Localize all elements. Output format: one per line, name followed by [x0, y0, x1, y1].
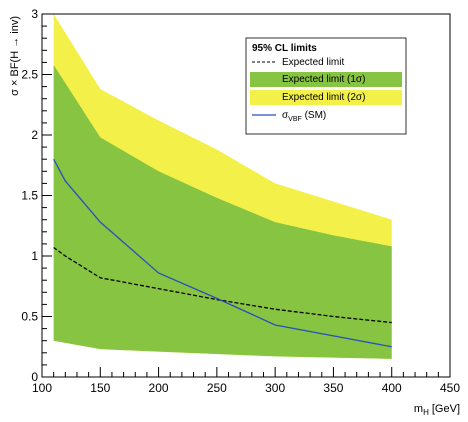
legend-title: 95% CL limits [252, 43, 317, 54]
legend-label: Expected limit [282, 57, 344, 68]
legend-label: σVBF (SM) [282, 110, 326, 123]
uncertainty-bands [53, 14, 392, 359]
y-tick-label: 1.5 [21, 189, 38, 203]
limit-lines [53, 158, 392, 348]
x-tick-label: 300 [265, 381, 285, 395]
legend-swatch-1sigma [250, 72, 402, 87]
y-tick-label: 3 [31, 7, 38, 21]
expected-limit-line [53, 247, 392, 324]
legend-label: Expected limit (2σ) [282, 92, 365, 103]
legend-items: Expected limit Expected limit (1σ) Expecte… [250, 57, 402, 123]
y-tick-label: 0.5 [21, 310, 38, 324]
x-axis-label: mH [GeV] [414, 403, 460, 417]
x-tick-label: 350 [323, 381, 343, 395]
x-tick-label: 250 [207, 381, 227, 395]
y-tick-label: 2.5 [21, 68, 38, 82]
y-tick-label: 1 [31, 249, 38, 263]
sigma-vbf-sm-line [53, 158, 392, 348]
x-tick-label: 200 [149, 381, 169, 395]
band-1sigma [53, 64, 392, 359]
x-tick-label: 450 [440, 381, 460, 395]
legend-label: Expected limit (1σ) [282, 74, 365, 85]
y-tick-label: 2 [31, 128, 38, 142]
x-tick-label: 100 [32, 381, 52, 395]
legend-swatch-2sigma [250, 90, 402, 105]
x-tick-label: 150 [90, 381, 110, 395]
x-axis-label-unit: [GeV] [432, 403, 460, 415]
x-axis-label-main: m [414, 403, 423, 415]
x-axis-label-sub: H [423, 408, 429, 417]
y-tick-label: 0 [31, 370, 38, 384]
axis-ticks [41, 13, 451, 378]
x-tick-label: 400 [382, 381, 402, 395]
axis-tick-labels: 100 150 200 250 300 350 400 450 0 0.5 1 1.5 2 2.5 3 [21, 7, 460, 395]
y-axis-label: σ × BF(H → inv) [9, 16, 21, 96]
